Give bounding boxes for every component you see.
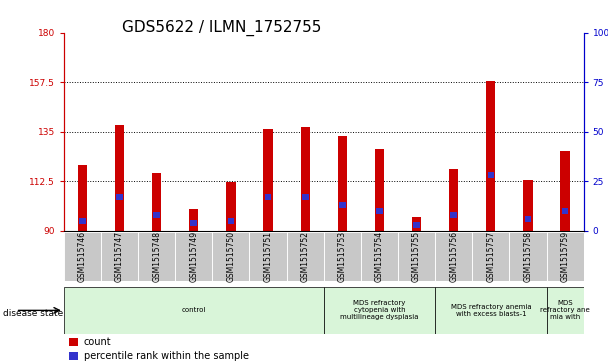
Bar [510,232,547,281]
Bar [175,232,212,281]
Bar [562,208,568,214]
Bar [115,125,124,231]
Text: GSM1515756: GSM1515756 [449,231,458,282]
Bar [227,218,234,224]
Text: GSM1515759: GSM1515759 [561,231,570,282]
Bar [189,208,198,231]
Bar [525,216,531,221]
Text: GSM1515748: GSM1515748 [152,231,161,282]
Bar [69,338,78,346]
Bar [413,221,420,228]
Text: disease state: disease state [3,310,63,318]
Bar [69,351,78,360]
Bar [435,232,472,281]
Bar [190,220,197,225]
Bar [302,194,308,200]
Bar [375,149,384,231]
Bar [488,172,494,178]
Text: GDS5622 / ILMN_1752755: GDS5622 / ILMN_1752755 [122,20,321,36]
Text: percentile rank within the sample: percentile rank within the sample [83,351,249,361]
Text: MDS refractory anemia
with excess blasts-1: MDS refractory anemia with excess blasts… [451,304,531,317]
Bar [523,180,533,231]
Bar [64,232,101,281]
Bar [486,81,496,231]
Bar [472,232,510,281]
Bar [449,169,458,231]
Bar [78,164,87,231]
Bar [339,202,346,208]
Text: GSM1515751: GSM1515751 [263,231,272,282]
Bar [323,287,435,334]
Text: GSM1515757: GSM1515757 [486,231,496,282]
Bar [451,212,457,218]
Text: count: count [83,337,111,347]
Bar [398,232,435,281]
Bar [263,129,273,231]
Bar [547,287,584,334]
Bar [212,232,249,281]
Bar [64,287,323,334]
Text: GSM1515755: GSM1515755 [412,231,421,282]
Text: GSM1515753: GSM1515753 [338,231,347,282]
Bar [264,194,271,200]
Bar [412,217,421,231]
Bar [152,174,161,231]
Bar [337,136,347,231]
Text: control: control [182,307,206,313]
Bar [376,208,383,214]
Bar [561,151,570,231]
Bar [547,232,584,281]
Text: MDS
refractory ane
mia with: MDS refractory ane mia with [541,300,590,321]
Bar [300,127,310,231]
Bar [79,218,86,224]
Text: GSM1515746: GSM1515746 [78,231,87,282]
Text: GSM1515754: GSM1515754 [375,231,384,282]
Bar [249,232,286,281]
Text: GSM1515752: GSM1515752 [301,231,309,282]
Bar [361,232,398,281]
Bar [101,232,138,281]
Bar [226,182,235,231]
Text: MDS refractory
cytopenia with
multilineage dysplasia: MDS refractory cytopenia with multilinea… [340,300,419,321]
Bar [153,212,160,218]
Bar [138,232,175,281]
Bar [323,232,361,281]
Text: GSM1515758: GSM1515758 [523,231,533,282]
Bar [286,232,323,281]
Text: GSM1515749: GSM1515749 [189,231,198,282]
Text: GSM1515750: GSM1515750 [226,231,235,282]
Bar [435,287,547,334]
Text: GSM1515747: GSM1515747 [115,231,124,282]
Bar [116,194,123,200]
